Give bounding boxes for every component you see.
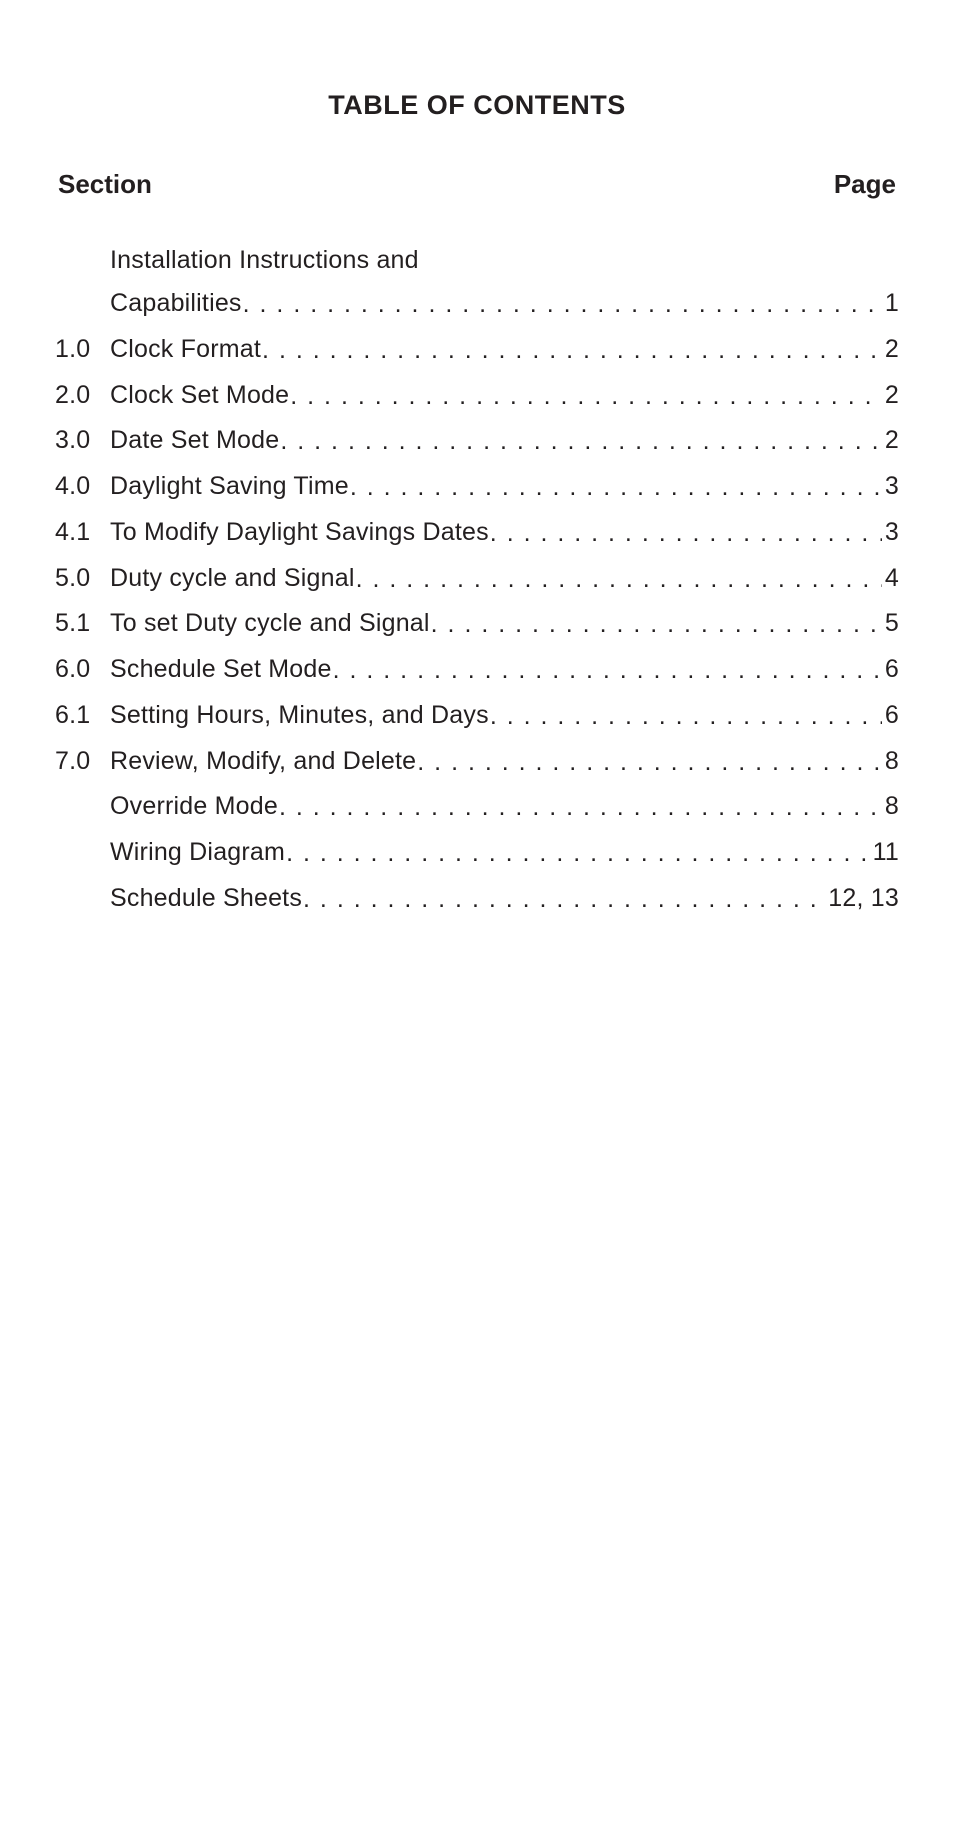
toc-page-number: 11 — [871, 836, 899, 870]
toc-section-number: 6.0 — [55, 653, 110, 687]
toc-entry-title: Date Set Mode — [110, 424, 279, 458]
toc-leader-dots — [350, 471, 882, 505]
toc-page-number: 8 — [883, 745, 899, 779]
toc-page-number: 12, 13 — [826, 882, 899, 916]
toc-entry: 5.1To set Duty cycle and Signal 5 — [55, 607, 899, 641]
toc-entry: Wiring Diagram 11 — [55, 836, 899, 870]
toc-page-number: 2 — [883, 379, 899, 413]
toc-leader-dots — [490, 700, 882, 734]
toc-page-number: 5 — [883, 607, 899, 641]
toc-entry-title: Review, Modify, and Delete — [110, 745, 416, 779]
toc-entry-title: Clock Format — [110, 333, 261, 367]
page-title: TABLE OF CONTENTS — [55, 90, 899, 121]
toc-entry-body: Clock Format 2 — [110, 333, 899, 367]
toc-page-number: 6 — [883, 653, 899, 687]
toc-leader-dots — [303, 883, 825, 917]
toc-leader-dots — [333, 654, 882, 688]
toc-entry-title: Setting Hours, Minutes, and Days — [110, 699, 489, 733]
toc-section-number: 6.1 — [55, 699, 110, 733]
table-of-contents: Installation Instructions and Capabilitie… — [55, 246, 899, 916]
toc-entry: Override Mode 8 — [55, 790, 899, 824]
toc-entry-body: Daylight Saving Time 3 — [110, 470, 899, 504]
toc-entry: 6.0Schedule Set Mode 6 — [55, 653, 899, 687]
toc-leader-dots — [279, 791, 882, 825]
toc-section-number: 5.0 — [55, 562, 110, 596]
toc-page-number: 3 — [883, 516, 899, 550]
toc-entry-body: Schedule Sheets 12, 13 — [110, 882, 899, 916]
toc-entry-title: Override Mode — [110, 790, 278, 824]
toc-entry-title: Capabilities — [110, 287, 242, 321]
toc-section-number: 1.0 — [55, 333, 110, 367]
toc-section-number: 4.1 — [55, 516, 110, 550]
toc-entry: Capabilities 1 — [55, 287, 899, 321]
toc-entry-title: Schedule Set Mode — [110, 653, 332, 687]
toc-entry: 4.1To Modify Daylight Savings Dates 3 — [55, 516, 899, 550]
toc-section-number: 3.0 — [55, 424, 110, 458]
toc-entry: 5.0Duty cycle and Signal 4 — [55, 562, 899, 596]
toc-header-row: Section Page — [55, 169, 899, 200]
header-page-label: Page — [834, 169, 896, 200]
header-section-label: Section — [58, 169, 152, 200]
toc-page-number: 3 — [883, 470, 899, 504]
toc-entry-title: Daylight Saving Time — [110, 470, 349, 504]
toc-leader-dots — [243, 288, 882, 322]
toc-section-number: 5.1 — [55, 607, 110, 641]
toc-entry-body: Clock Set Mode 2 — [110, 379, 899, 413]
toc-entry-title: Schedule Sheets — [110, 882, 302, 916]
toc-leader-dots — [431, 608, 882, 642]
toc-section-number: 4.0 — [55, 470, 110, 504]
toc-leader-dots — [262, 334, 882, 368]
toc-entry-body: Capabilities 1 — [110, 287, 899, 321]
toc-entry-title-line1: Installation Instructions and — [110, 246, 419, 275]
toc-entry-body: Duty cycle and Signal 4 — [110, 562, 899, 596]
toc-section-number: 7.0 — [55, 745, 110, 779]
toc-page-number: 6 — [883, 699, 899, 733]
toc-page-number: 8 — [883, 790, 899, 824]
toc-entry: 3.0Date Set Mode 2 — [55, 424, 899, 458]
toc-entry: 2.0Clock Set Mode 2 — [55, 379, 899, 413]
toc-page-number: 2 — [883, 333, 899, 367]
toc-page-number: 1 — [883, 287, 899, 321]
toc-leader-dots — [356, 563, 882, 597]
toc-section-number: 2.0 — [55, 379, 110, 413]
toc-entry-title: To set Duty cycle and Signal — [110, 607, 430, 641]
toc-entry-title: Clock Set Mode — [110, 379, 289, 413]
toc-leader-dots — [286, 837, 870, 871]
toc-entry-body: Wiring Diagram 11 — [110, 836, 899, 870]
toc-entry-body: Schedule Set Mode 6 — [110, 653, 899, 687]
toc-entry: 1.0Clock Format 2 — [55, 333, 899, 367]
toc-entry-title: Duty cycle and Signal — [110, 562, 355, 596]
toc-entry: Schedule Sheets 12, 13 — [55, 882, 899, 916]
toc-leader-dots — [290, 380, 882, 414]
toc-entry: 6.1Setting Hours, Minutes, and Days 6 — [55, 699, 899, 733]
toc-entry-line1: Installation Instructions and — [55, 246, 899, 275]
toc-entry: 7.0Review, Modify, and Delete 8 — [55, 745, 899, 779]
toc-entry: 4.0Daylight Saving Time 3 — [55, 470, 899, 504]
toc-entry-body: Review, Modify, and Delete 8 — [110, 745, 899, 779]
toc-page-number: 4 — [883, 562, 899, 596]
toc-entry-body: Setting Hours, Minutes, and Days 6 — [110, 699, 899, 733]
toc-leader-dots — [490, 517, 882, 551]
toc-entry-body: To set Duty cycle and Signal 5 — [110, 607, 899, 641]
toc-entry-title: Wiring Diagram — [110, 836, 285, 870]
toc-entry-body: Date Set Mode 2 — [110, 424, 899, 458]
toc-leader-dots — [417, 746, 882, 780]
toc-entry-body: Override Mode 8 — [110, 790, 899, 824]
toc-leader-dots — [280, 425, 882, 459]
toc-page-number: 2 — [883, 424, 899, 458]
toc-entry-body: To Modify Daylight Savings Dates 3 — [110, 516, 899, 550]
toc-entry-title: To Modify Daylight Savings Dates — [110, 516, 489, 550]
